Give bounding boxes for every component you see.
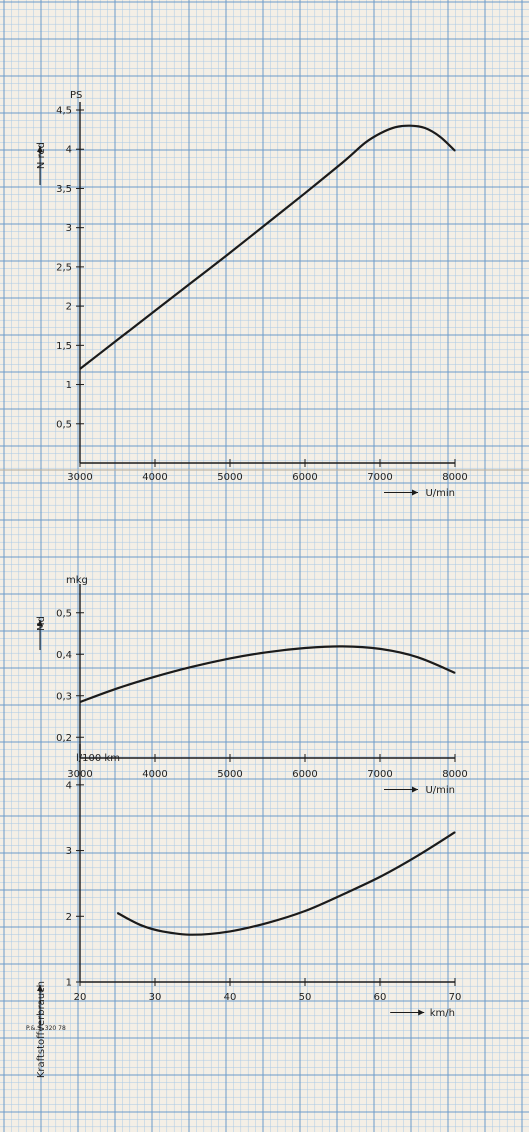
data-point: [154, 676, 156, 678]
data-point: [304, 647, 306, 649]
x-tick-label: 4000: [142, 769, 167, 780]
data-point: [116, 912, 119, 914]
data-point: [416, 855, 419, 857]
data-point: [154, 310, 156, 312]
x-tick-label: 3000: [67, 472, 92, 483]
data-point: [139, 924, 141, 926]
chart-1: 0,5 1 1,5 2 2,5 3 3,5 4 4,5 3000 4000 5000 6000 7000 8…: [36, 90, 468, 499]
series-line-1: [116, 831, 456, 936]
x-axis-arrowhead: [412, 489, 418, 496]
y-tick-label: 0,2: [56, 733, 72, 744]
data-point: [409, 125, 411, 127]
data-point: [161, 930, 164, 933]
data-point: [304, 910, 306, 912]
y-tick-label: 0,5: [56, 608, 72, 619]
data-point: [394, 126, 396, 128]
y-tick-label: 4: [66, 145, 72, 156]
x-tick-label: 6000: [292, 472, 317, 483]
y-axis-arrowhead: [37, 620, 43, 626]
x-tick-label: 20: [74, 992, 87, 1003]
x-tick-label: 8000: [442, 769, 467, 780]
y-tick-label: 4,5: [56, 106, 72, 117]
data-point: [439, 136, 441, 138]
x-tick-label: 60: [374, 992, 387, 1003]
y-unit-label: mkg: [66, 575, 88, 586]
data-point: [416, 656, 419, 658]
data-point: [79, 701, 81, 703]
x-tick-label: 70: [449, 992, 462, 1003]
data-point: [116, 339, 119, 341]
data-point: [341, 161, 344, 164]
data-point: [424, 127, 426, 129]
y-tick-label: 0,4: [56, 650, 72, 661]
y-tick-label: 0,5: [56, 419, 72, 430]
y-axis-arrowhead: [37, 146, 43, 152]
y-tick-label: 3,5: [56, 184, 72, 195]
x-tick-label: 5000: [217, 769, 242, 780]
data-point: [341, 645, 344, 647]
y-axis-label: Md: [36, 616, 47, 631]
data-point: [364, 142, 366, 144]
y-axis-arrowhead: [37, 985, 43, 991]
data-point: [304, 192, 306, 194]
data-point: [341, 894, 344, 896]
y-unit-label: l/100 km: [76, 753, 120, 764]
data-point: [266, 922, 269, 924]
x-tick-label: 30: [149, 992, 162, 1003]
y-tick-label: 2: [66, 302, 72, 313]
y-tick-label: 1: [66, 380, 72, 391]
footnote: P.&.S. 320 78: [26, 1025, 66, 1032]
x-tick-label: 7000: [367, 472, 392, 483]
data-point: [266, 222, 269, 224]
data-point: [454, 150, 456, 152]
x-tick-label: 5000: [217, 472, 242, 483]
y-axis-label: N red: [36, 142, 47, 169]
x-tick-label: 7000: [367, 769, 392, 780]
y-tick-label: 1,5: [56, 341, 72, 352]
data-point: [379, 648, 381, 650]
data-point: [229, 930, 231, 933]
y-tick-label: 1: [66, 978, 72, 989]
data-point: [379, 876, 381, 878]
y-axis-label: Kraftstoffverbrauch: [36, 981, 47, 1078]
y-tick-label: 3: [66, 223, 72, 234]
x-tick-label: 4000: [142, 472, 167, 483]
y-tick-label: 2: [66, 912, 72, 923]
y-tick-label: 0,3: [56, 691, 72, 702]
y-tick-label: 4: [66, 780, 72, 791]
data-point: [229, 252, 231, 254]
data-point: [79, 368, 81, 370]
data-point: [116, 687, 119, 689]
y-unit-label: PS: [70, 90, 82, 101]
series-line-1: [79, 645, 456, 704]
data-point: [379, 132, 381, 135]
data-point: [454, 672, 456, 674]
x-tick-label: 50: [299, 992, 312, 1003]
data-point: [191, 934, 194, 936]
x-axis-arrowhead: [418, 1009, 425, 1016]
x-tick-label: 6000: [292, 769, 317, 780]
series-line-1: [79, 124, 456, 370]
data-point: [191, 281, 194, 283]
x-tick-label: 40: [224, 992, 237, 1003]
data-point: [191, 666, 194, 668]
chart-3: 1 2 3 4 20 30 40 50 60 70 km/h l/100 km Kraftstoffve…: [36, 744, 461, 1078]
data-point: [454, 831, 456, 833]
data-point: [229, 657, 231, 660]
x-axis-label: km/h: [430, 1008, 455, 1019]
data-point: [266, 651, 269, 653]
y-tick-label: 3: [66, 846, 72, 857]
x-axis-label: U/min: [425, 785, 455, 796]
x-axis-arrowhead: [412, 786, 418, 793]
y-tick-label: 2,5: [56, 262, 72, 273]
x-tick-label: 8000: [442, 472, 467, 483]
x-axis-label: U/min: [425, 488, 455, 499]
